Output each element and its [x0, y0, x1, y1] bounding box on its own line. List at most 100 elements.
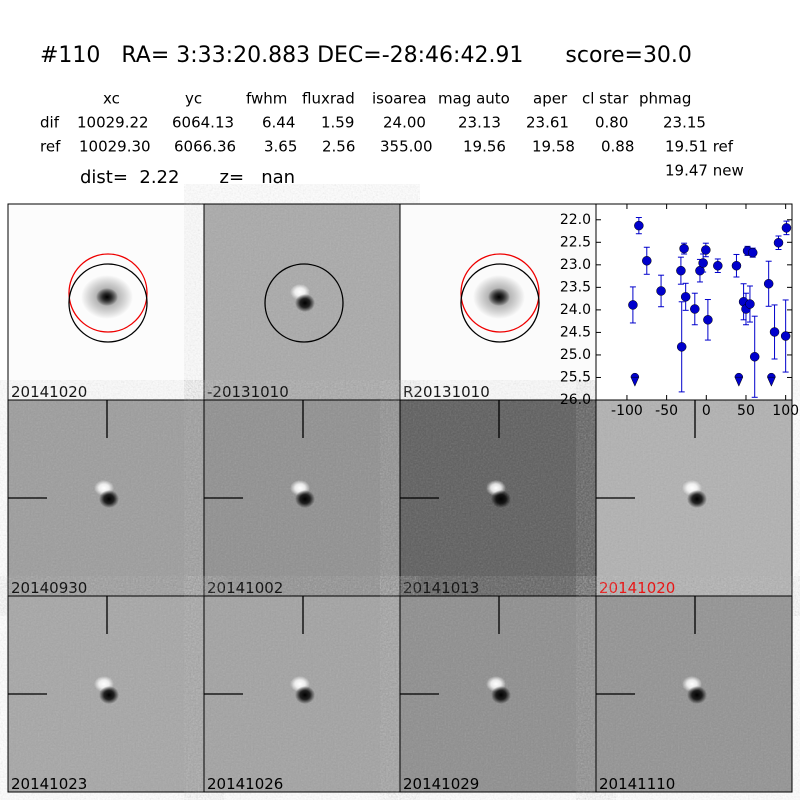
point	[642, 256, 652, 266]
x-tick-label: 0	[702, 403, 711, 419]
title: #110 RA= 3:33:20.883 DEC=-28:46:42.91 sc…	[40, 43, 692, 68]
table-cell: 23.15	[663, 114, 706, 132]
panel-label: 20140930	[11, 579, 87, 597]
point	[747, 247, 758, 258]
residual-neg	[491, 686, 511, 704]
panel-label: -20131010	[207, 383, 289, 401]
y-tick-label: 24.5	[560, 324, 591, 340]
point	[698, 258, 708, 268]
panel-label: 20141013	[403, 579, 479, 597]
point	[676, 342, 687, 352]
table-cell: 19.56	[463, 138, 506, 156]
aperture	[264, 263, 344, 343]
x-tick-label: 50	[737, 403, 755, 419]
plot-data	[628, 217, 792, 398]
point	[731, 260, 742, 271]
point	[745, 299, 755, 309]
plot-area	[596, 204, 792, 400]
image-panel: 20141029	[399, 595, 597, 793]
table-cell: 19.58	[532, 138, 575, 156]
image-panel: 20140930	[7, 399, 205, 597]
table-cell: 1.59	[321, 114, 354, 132]
aperture-ref	[460, 253, 540, 333]
image-panel: 20141013	[399, 399, 597, 597]
upper-limit	[766, 372, 776, 387]
stats-table: xc yc fwhm fluxrad isoarea mag auto aper cl sta…	[40, 90, 734, 156]
plot-frame	[595, 203, 793, 401]
point	[701, 245, 711, 255]
point	[676, 265, 686, 276]
aperture	[68, 263, 148, 343]
panel-label: 20141023	[11, 775, 87, 793]
column-header: fwhm	[246, 90, 287, 108]
y-tick-label: 23.5	[560, 279, 591, 295]
table-cell: 6066.36	[174, 138, 236, 156]
point	[628, 300, 638, 310]
panel-label: R20131010	[403, 383, 490, 401]
residual-neg	[99, 686, 119, 704]
table-cell: 19.51 ref	[665, 138, 734, 156]
table-cell: 2.56	[322, 138, 355, 156]
residual-neg	[687, 686, 707, 704]
column-header: yc	[185, 90, 202, 108]
panel-label: 20141110	[599, 775, 675, 793]
point	[749, 351, 760, 362]
image-panel: -20131010	[203, 203, 401, 401]
residual-neg	[295, 490, 315, 508]
column-header: aper	[533, 90, 568, 108]
point	[769, 327, 780, 337]
panel-label: 20141002	[207, 579, 283, 597]
column-header: mag auto	[438, 90, 510, 108]
table-cell: 10029.30	[79, 138, 151, 156]
y-tick-label: 25.0	[560, 347, 591, 363]
upper-limit	[734, 372, 744, 387]
point	[656, 286, 666, 296]
point	[634, 220, 644, 231]
point	[703, 315, 713, 325]
star	[96, 288, 118, 306]
new-mag: 19.47 new	[665, 162, 744, 180]
x-tick-label: -100	[611, 403, 643, 419]
column-header: isoarea	[372, 90, 427, 108]
residual-neg	[295, 686, 315, 704]
residual-neg	[687, 490, 707, 508]
image-panel: 20141020	[7, 203, 205, 401]
y-tick-label: 26.0	[560, 392, 591, 408]
table-cell: 10029.22	[77, 114, 149, 132]
panel-label: 20141020	[11, 383, 87, 401]
column-header: xc	[103, 90, 120, 108]
image-panel: 20141020	[595, 399, 793, 597]
point	[780, 331, 791, 341]
image-panel: 20141110	[595, 595, 793, 793]
table-cell: dif	[40, 114, 60, 132]
panel-label: 20141026	[207, 775, 283, 793]
table-cell: 23.13	[458, 114, 501, 132]
y-tick-label: 25.5	[560, 369, 591, 385]
image-panel: 20141023	[7, 595, 205, 793]
residual-neg	[295, 294, 315, 312]
residual-neg	[491, 490, 511, 508]
x-tick-label: -50	[655, 403, 678, 419]
column-header: fluxrad	[302, 90, 355, 108]
point	[763, 279, 774, 289]
table-cell: 6064.13	[172, 114, 234, 132]
y-tick-label: 23.0	[560, 257, 591, 273]
panel-label: 20141029	[403, 775, 479, 793]
table-cell: 23.61	[526, 114, 569, 132]
table-cell: 6.44	[262, 114, 295, 132]
panel-grid: 20141020 -20131010 R20131010 20140930 201410…	[7, 203, 793, 793]
lightcurve: -100 -50 0 50 100 22.0 22.5 23.0 23.5 24.0 24.5 25.…	[560, 203, 799, 419]
aperture	[460, 263, 540, 343]
aperture-ref	[68, 253, 148, 333]
upper-limit	[630, 372, 640, 387]
residual-neg	[99, 490, 119, 508]
star	[488, 288, 510, 306]
y-tick-label: 22.0	[560, 212, 591, 228]
table-cell: 0.80	[595, 114, 628, 132]
point	[773, 237, 784, 248]
table-cell: ref	[40, 138, 61, 156]
point	[690, 304, 700, 314]
point	[781, 223, 792, 233]
dist: dist= 2.22 z= nan	[80, 167, 295, 188]
column-header: phmag	[639, 90, 691, 108]
